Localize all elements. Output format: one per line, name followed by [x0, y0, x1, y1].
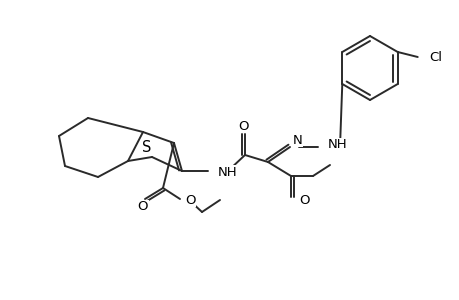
Text: O: O	[137, 200, 148, 214]
Text: NH: NH	[218, 166, 237, 178]
Text: O: O	[185, 194, 195, 206]
Text: Cl: Cl	[429, 50, 442, 64]
Text: S: S	[142, 140, 151, 154]
Text: O: O	[298, 194, 309, 206]
Text: NH: NH	[327, 139, 347, 152]
Text: N: N	[292, 134, 302, 146]
Text: O: O	[238, 119, 249, 133]
